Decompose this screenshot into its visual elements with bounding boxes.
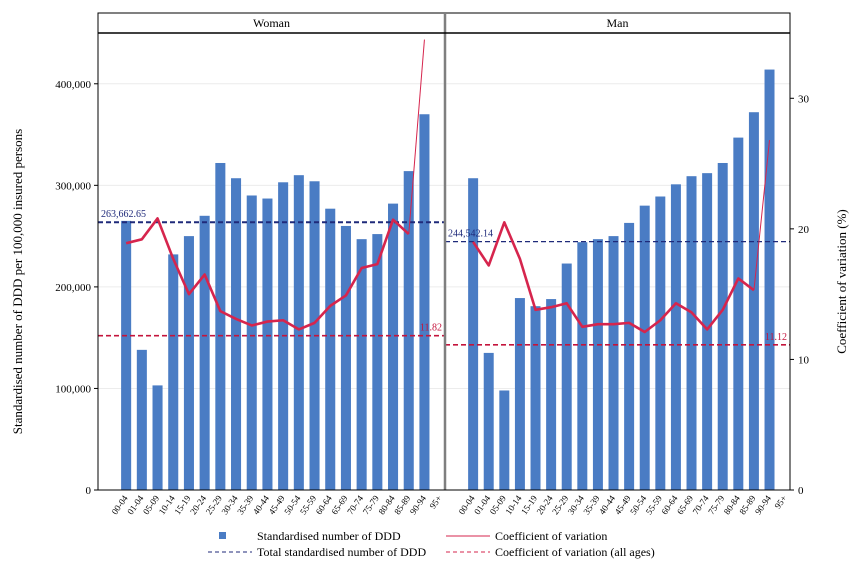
bar xyxy=(246,195,257,490)
bar xyxy=(577,242,588,490)
y-right-tick-label: 20 xyxy=(798,224,810,236)
bar xyxy=(639,205,650,490)
legend-label: Total standardised number of DDD xyxy=(257,545,426,559)
y-right-axis-title: Coefficient of variation (%) xyxy=(834,209,849,354)
bar xyxy=(561,263,572,490)
y-left-tick-label: 0 xyxy=(86,485,92,497)
bar xyxy=(717,162,728,491)
cv-all-label: 11.82 xyxy=(420,323,442,334)
bar xyxy=(608,236,619,490)
y-left-tick-label: 400,000 xyxy=(55,79,91,91)
y-left-tick-label: 100,000 xyxy=(55,383,91,395)
y-right-tick-label: 30 xyxy=(798,93,810,105)
y-left-axis-title: Standardised number of DDD per 100,000 i… xyxy=(10,129,25,434)
bar xyxy=(136,349,147,490)
bar xyxy=(733,137,744,490)
bar xyxy=(388,203,399,490)
y-left-tick-label: 300,000 xyxy=(55,180,91,192)
cv-line-tail xyxy=(753,140,771,291)
bar xyxy=(670,184,681,490)
bar xyxy=(499,390,510,490)
bar xyxy=(592,239,603,490)
cv-all-label: 11.12 xyxy=(765,332,787,343)
bar xyxy=(403,171,414,491)
legend-swatch xyxy=(219,532,226,539)
panel-title: Woman xyxy=(253,16,290,30)
bar xyxy=(183,236,194,490)
x-tick-label: 90-94 xyxy=(408,493,429,516)
bar xyxy=(483,352,494,490)
bar xyxy=(514,298,525,490)
bar xyxy=(325,208,336,491)
bar xyxy=(419,114,430,490)
y-right-tick-label: 0 xyxy=(798,485,804,497)
bar xyxy=(468,178,479,491)
bar xyxy=(748,112,759,491)
legend-label: Standardised number of DDD xyxy=(257,529,401,543)
y-right-tick-label: 10 xyxy=(798,354,810,366)
bar xyxy=(702,173,713,490)
cv-line xyxy=(125,217,410,331)
y-left-tick-label: 200,000 xyxy=(55,282,91,294)
cv-line xyxy=(472,221,755,334)
bar xyxy=(340,225,351,490)
total-ddd-label: 263,662.65 xyxy=(101,209,146,220)
x-tick-label: 90-94 xyxy=(753,493,774,516)
x-tick-label: 95+ xyxy=(428,493,444,510)
bar xyxy=(168,254,179,490)
cv-line-tail xyxy=(408,39,425,235)
panel-title: Man xyxy=(607,16,629,30)
bar xyxy=(215,162,226,491)
bar xyxy=(121,220,132,490)
bar xyxy=(546,299,557,490)
bar xyxy=(199,215,210,491)
x-tick-label: 95+ xyxy=(772,493,788,510)
bar xyxy=(624,222,635,491)
bar xyxy=(372,234,383,490)
bar xyxy=(356,239,367,490)
bar xyxy=(231,178,242,491)
bar xyxy=(686,176,697,490)
legend-label: Coefficient of variation (all ages) xyxy=(495,545,655,559)
bar xyxy=(152,385,163,490)
legend-label: Coefficient of variation xyxy=(495,529,607,543)
total-ddd-label: 244,542.14 xyxy=(448,229,493,240)
bar xyxy=(764,69,775,490)
bar xyxy=(262,198,273,490)
bar xyxy=(655,196,666,490)
bar xyxy=(530,306,541,490)
bar xyxy=(293,175,304,490)
